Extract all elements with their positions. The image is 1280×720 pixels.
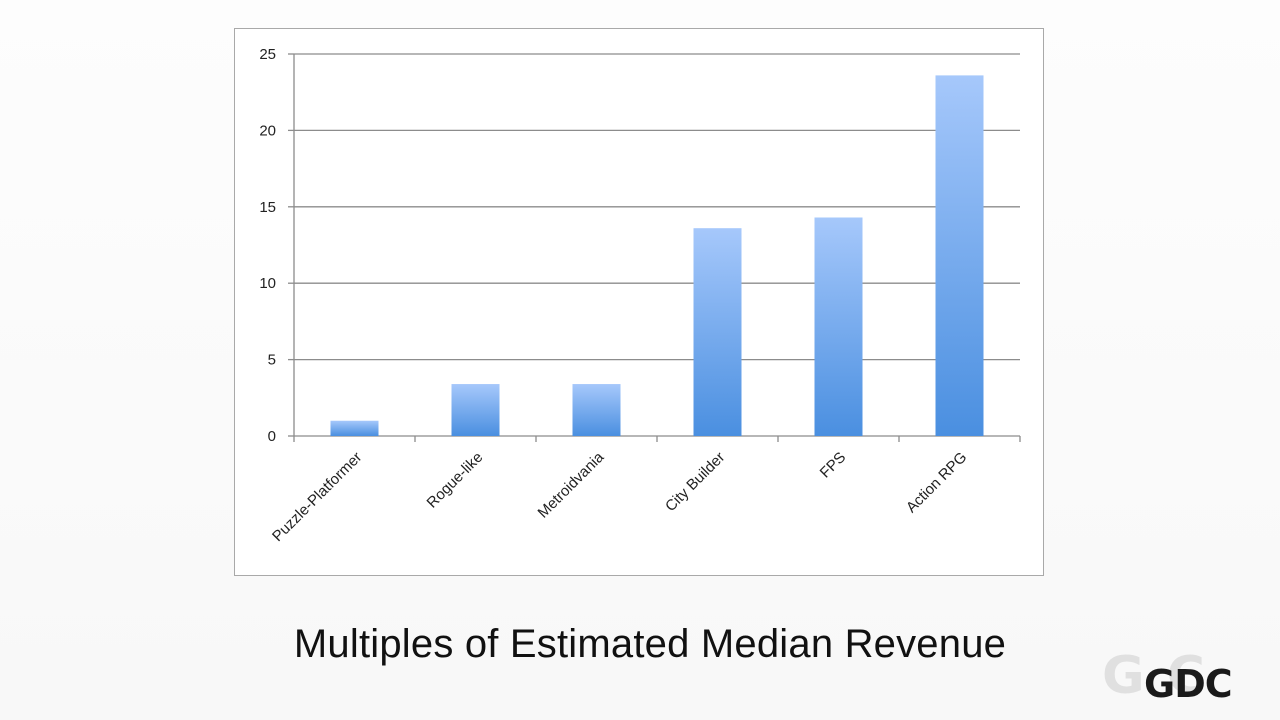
y-tick-label: 0 — [268, 428, 276, 445]
bar-fps — [814, 217, 863, 436]
x-category-label: City Builder — [662, 449, 728, 515]
slide-caption: Multiples of Estimated Median Revenue — [293, 622, 1007, 666]
y-tick-label: 10 — [259, 275, 276, 292]
gdc-logo-watermark: G C — [1102, 646, 1207, 706]
gdc-logo-text: GDC — [1144, 662, 1233, 706]
x-category-label: FPS — [817, 449, 850, 482]
x-category-label: Metroidvania — [535, 448, 608, 521]
bar-metroidvania — [572, 384, 621, 436]
y-tick-label: 25 — [259, 46, 276, 63]
bar-puzzle-platformer — [330, 420, 379, 436]
x-category-label: Action RPG — [903, 449, 970, 516]
y-tick-label: 15 — [259, 199, 276, 216]
chart-frame: 0 5 10 15 20 25 Puzzle-Platformer Rogue-like Met… — [234, 28, 1044, 576]
bar-chart: 0 5 10 15 20 25 Puzzle-Platformer Rogue-like Met… — [259, 46, 1021, 545]
gdc-logo: G C GDC — [1102, 646, 1262, 706]
bar-rogue-like — [451, 384, 500, 436]
x-category-label: Puzzle-Platformer — [269, 449, 365, 545]
bar-city-builder — [693, 228, 742, 436]
bar-action-rpg — [935, 75, 984, 436]
y-tick-label: 5 — [268, 352, 276, 369]
x-category-label: Rogue-like — [424, 449, 487, 512]
y-tick-label: 20 — [259, 122, 276, 139]
